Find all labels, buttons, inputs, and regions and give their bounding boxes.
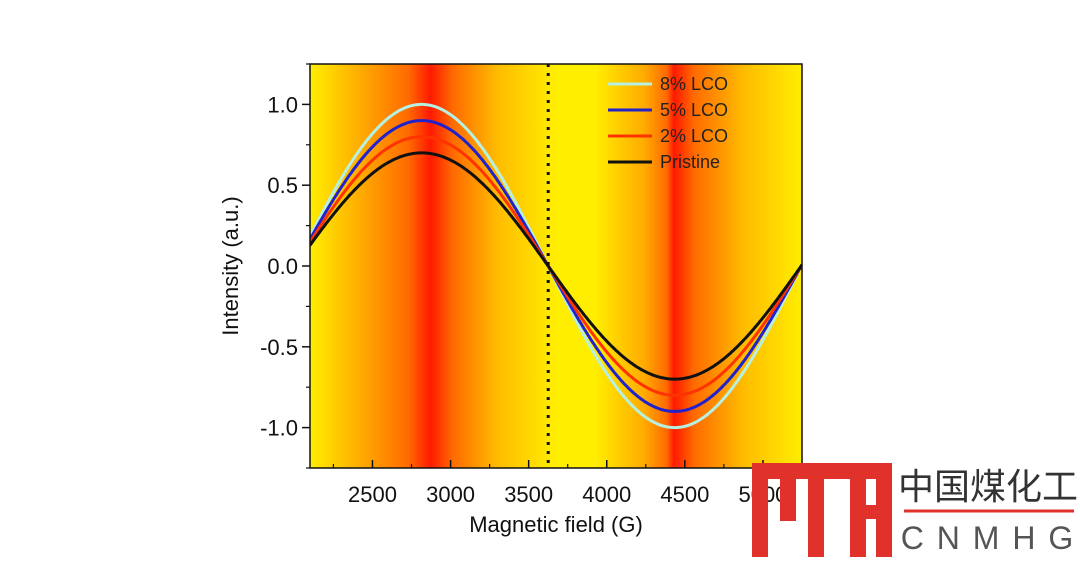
plot-background (310, 64, 802, 468)
watermark-brand-en: C N M H G (901, 520, 1075, 556)
x-tick-label: 4500 (660, 482, 709, 507)
legend-label: 5% LCO (660, 100, 728, 120)
x-tick-label: 2500 (348, 482, 397, 507)
series-lines (310, 102, 802, 430)
y-tick-label: 1.0 (267, 92, 298, 117)
legend-label: 8% LCO (660, 74, 728, 94)
y-axis: 1.0 0.5 0.0 -0.5 -1.0 (260, 63, 310, 469)
x-tick-label: 4000 (582, 482, 631, 507)
series-line-3 (310, 151, 802, 381)
watermark-brand-cn: 中国煤化工 (898, 466, 1078, 507)
legend-label: 2% LCO (660, 126, 728, 146)
watermark-logo: 中国煤化工 C N M H G (752, 463, 1078, 557)
y-tick-label: 0.5 (267, 173, 298, 198)
y-tick-label: 0.0 (267, 254, 298, 279)
x-axis-label: Magnetic field (G) (469, 512, 643, 537)
mh-logo-icon (752, 463, 892, 557)
y-tick-label: -1.0 (260, 416, 298, 441)
legend-label: Pristine (660, 152, 720, 172)
y-axis-label: Intensity (a.u.) (218, 196, 243, 335)
x-axis: 250030003500400045005000 (332, 460, 787, 507)
x-tick-label: 3000 (426, 482, 475, 507)
legend: 8% LCO 5% LCO 2% LCO Pristine (608, 74, 728, 172)
y-tick-label: -0.5 (260, 335, 298, 360)
x-tick-label: 3500 (504, 482, 553, 507)
